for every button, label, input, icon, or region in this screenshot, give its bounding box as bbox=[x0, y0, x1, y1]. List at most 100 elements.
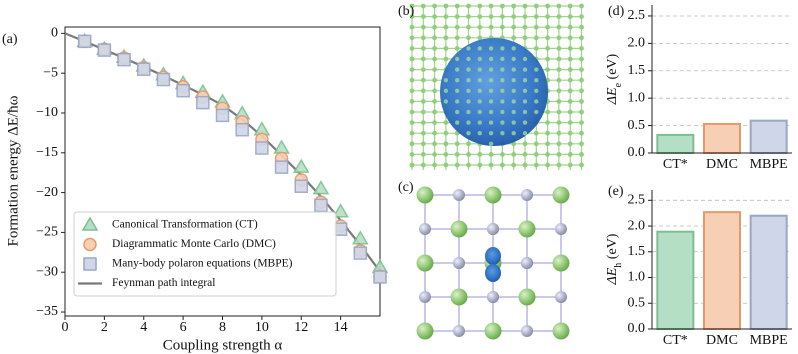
lattice-atom bbox=[579, 99, 584, 104]
lattice-atom bbox=[466, 109, 471, 115]
marker-square bbox=[255, 141, 269, 155]
lattice-atom bbox=[556, 130, 562, 136]
lattice-atom bbox=[500, 14, 505, 19]
y-tick-label: 0.5 bbox=[628, 118, 646, 133]
lattice-atom bbox=[443, 141, 449, 147]
lattice-atom bbox=[488, 141, 494, 146]
x-tick-label: 2 bbox=[101, 320, 108, 335]
marker-triangle bbox=[352, 230, 369, 245]
panel-label: (b) bbox=[398, 4, 415, 19]
atom bbox=[518, 288, 536, 306]
y-tick-label: 1.0 bbox=[628, 270, 646, 285]
lattice-atom bbox=[567, 24, 573, 30]
lattice-atom bbox=[522, 109, 528, 115]
lattice-atom bbox=[477, 56, 482, 62]
y-tick-label: −15 bbox=[36, 145, 58, 160]
lattice-atom bbox=[420, 3, 426, 9]
x-tick-label: CT* bbox=[663, 333, 688, 348]
lattice-atom bbox=[545, 35, 550, 41]
lattice-atom bbox=[477, 46, 482, 51]
marker-square bbox=[137, 62, 151, 76]
lattice-atom bbox=[454, 14, 460, 19]
marker-square bbox=[373, 270, 387, 284]
atom bbox=[416, 254, 434, 272]
lattice-atom bbox=[477, 78, 482, 83]
lattice-atom bbox=[556, 109, 562, 115]
lattice-atom bbox=[556, 35, 562, 41]
lattice-atom bbox=[500, 109, 505, 115]
panel-label: (a) bbox=[2, 32, 18, 47]
y-tick-label: −10 bbox=[36, 105, 58, 120]
lattice-atom bbox=[522, 131, 528, 136]
x-tick-label: 12 bbox=[294, 320, 308, 335]
lattice-atom bbox=[522, 35, 528, 41]
lattice-atom bbox=[511, 3, 517, 9]
x-tick-label: 0 bbox=[62, 320, 69, 335]
lattice-atom bbox=[522, 152, 528, 157]
lattice-atom bbox=[466, 3, 471, 9]
lattice-atom bbox=[432, 130, 437, 136]
lattice-atom bbox=[500, 88, 505, 94]
marker-square bbox=[176, 83, 190, 98]
legend-label: Diagrammatic Monte Carlo (DMC) bbox=[112, 238, 276, 250]
lattice-atom bbox=[522, 99, 528, 104]
x-tick-label: 14 bbox=[334, 320, 348, 335]
lattice-atom bbox=[567, 99, 573, 104]
lattice-atom bbox=[579, 88, 584, 94]
marker-triangle bbox=[273, 139, 290, 154]
lattice-atom bbox=[511, 88, 516, 94]
lattice-atom bbox=[443, 78, 449, 83]
lattice-atom bbox=[477, 88, 482, 94]
lattice-atom bbox=[409, 56, 415, 62]
x-tick-label: 10 bbox=[255, 320, 269, 335]
lattice-atom bbox=[466, 14, 471, 19]
y-label-main: ΔE bbox=[605, 87, 620, 105]
lattice-atom bbox=[432, 77, 437, 83]
lattice-atom bbox=[545, 130, 550, 136]
bar bbox=[749, 119, 788, 154]
lattice-atom bbox=[409, 46, 415, 51]
atom bbox=[555, 223, 567, 235]
y-tick-label: 2.0 bbox=[628, 36, 646, 51]
lattice-atom bbox=[420, 99, 426, 104]
lattice-atom bbox=[420, 141, 426, 147]
lattice-atom bbox=[500, 131, 505, 136]
lattice-atom bbox=[534, 88, 539, 94]
lattice-atom bbox=[455, 88, 460, 94]
lattice-atom bbox=[455, 120, 460, 125]
lattice-atom bbox=[545, 162, 550, 168]
lattice-atom bbox=[533, 152, 539, 157]
lattice-atom bbox=[432, 56, 437, 62]
y-axis-label: ΔEe (eV) bbox=[605, 53, 624, 105]
x-tick-label: DMC bbox=[706, 157, 738, 172]
y-axis-label: ΔEh (eV) bbox=[605, 233, 624, 285]
atom bbox=[416, 322, 434, 340]
x-tick-label: MBPE bbox=[750, 157, 788, 172]
hole-density bbox=[485, 247, 501, 265]
lattice-atom bbox=[454, 141, 460, 147]
lattice-atom bbox=[420, 109, 426, 115]
lattice-atom bbox=[420, 162, 426, 168]
y-tick-label: −35 bbox=[36, 304, 58, 319]
bar bbox=[703, 122, 741, 155]
lattice-atom bbox=[522, 88, 528, 94]
lattice-atom bbox=[454, 152, 460, 157]
lattice-atom bbox=[579, 162, 584, 168]
lattice-atom bbox=[454, 3, 460, 9]
marker-square bbox=[353, 246, 368, 260]
lattice-atom bbox=[579, 67, 584, 72]
lattice-atom bbox=[579, 130, 584, 136]
lattice-atom bbox=[477, 109, 482, 115]
lattice-atom bbox=[443, 120, 449, 125]
atom bbox=[453, 189, 465, 201]
x-axis-label: Coupling strength α bbox=[163, 337, 283, 353]
lattice-atom bbox=[432, 99, 437, 104]
lattice-atom bbox=[455, 78, 460, 83]
marker-square bbox=[294, 179, 308, 193]
lattice-atom bbox=[511, 109, 516, 115]
lattice-atom bbox=[455, 99, 460, 104]
marker-triangle bbox=[292, 158, 310, 173]
lattice-atom bbox=[432, 67, 437, 72]
lattice-atom bbox=[500, 24, 505, 30]
lattice-atom bbox=[534, 67, 539, 72]
